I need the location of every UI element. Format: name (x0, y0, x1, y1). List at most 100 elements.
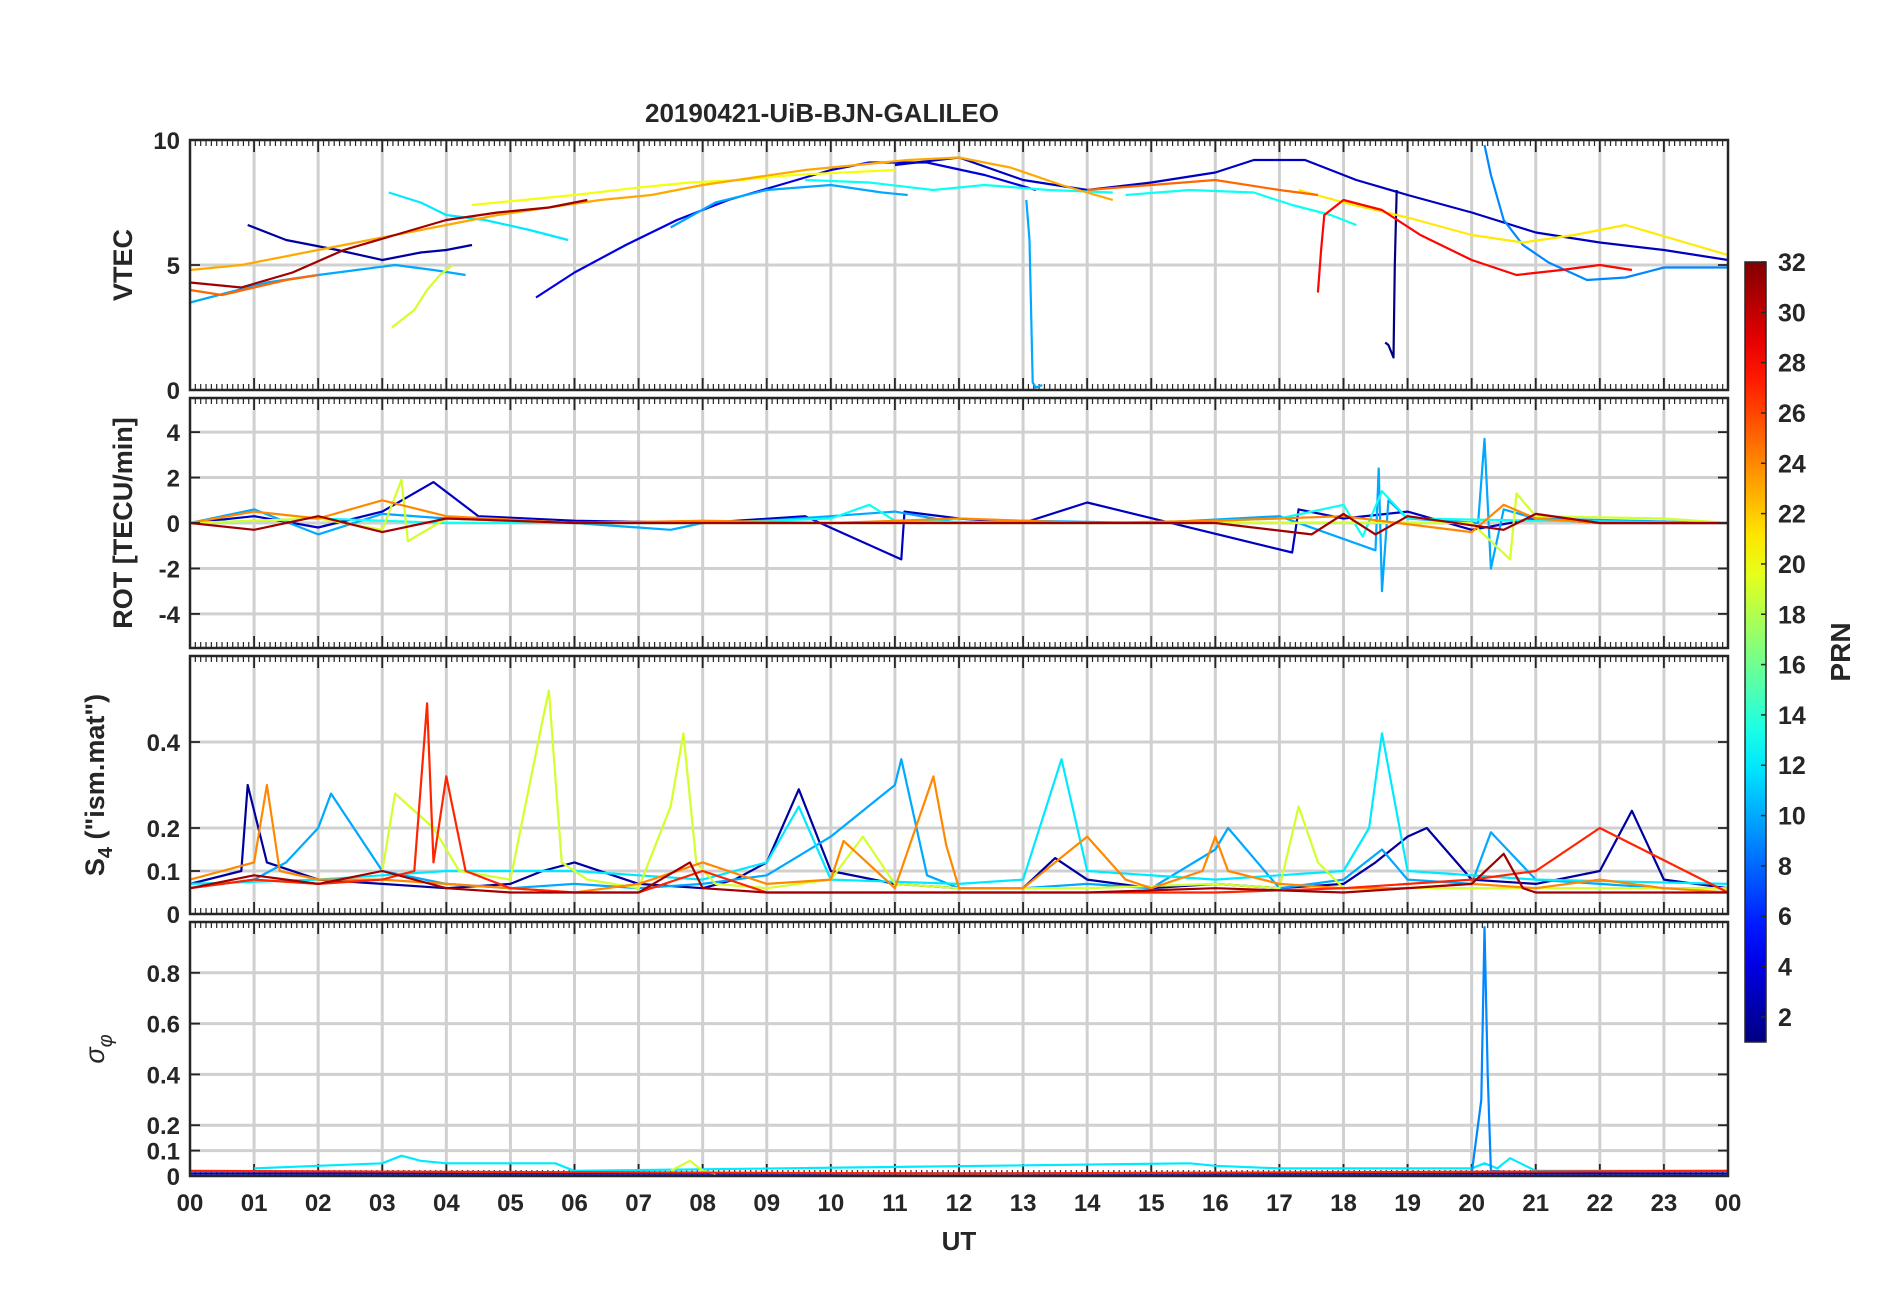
panel-vtec-grid (190, 140, 1728, 390)
series-line-prn-4 (535, 161, 1037, 299)
series-line-prn-23 (190, 156, 1114, 272)
x-tick-label: 13 (1010, 1190, 1037, 1217)
x-tick-label: 17 (1266, 1190, 1293, 1217)
series-line-prn-3 (894, 156, 1728, 262)
x-tick-label: 11 (882, 1190, 907, 1217)
colorbar-tick-label: 30 (1778, 299, 1806, 327)
series-line-prn-13 (805, 178, 1113, 194)
x-tick-label: 01 (241, 1190, 268, 1217)
colorbar-tick-label: 14 (1778, 702, 1806, 730)
x-tick-label: 08 (689, 1190, 716, 1217)
colorbar-tick-label: 32 (1778, 249, 1806, 277)
y-tick-label: 4 (167, 420, 181, 447)
panel-sigma_phi-ylabel: σφ (80, 1034, 117, 1063)
series-line-prn-31 (190, 198, 588, 289)
y-tick-label: 10 (153, 128, 180, 155)
colorbar-tick-label: 28 (1778, 350, 1806, 378)
y-tick-label: 5 (167, 253, 180, 280)
x-tick-label: 00 (177, 1190, 204, 1217)
x-tick-label: 16 (1202, 1190, 1229, 1217)
panel-s4: 0 0.1 0.2 0.4 S4 ("ism.mat") (80, 654, 1730, 929)
colorbar-tick-label: 12 (1778, 752, 1806, 780)
series-line-prn-12 (254, 1154, 1728, 1173)
x-tick-label: 05 (497, 1190, 524, 1217)
panel-rot: -4 -2 0 2 4 ROT [TECU/min] (108, 396, 1730, 650)
colorbar-tick-label: 24 (1778, 450, 1806, 478)
panel-s4-frame (188, 654, 1730, 916)
colorbar-tick-label: 6 (1778, 903, 1792, 931)
colorbar-tick-label: 22 (1778, 501, 1806, 529)
colorbar-tick-label: 2 (1778, 1004, 1792, 1032)
series-line-prn-10 (190, 263, 466, 304)
colorbar-tick-label: 18 (1778, 601, 1806, 629)
y-tick-label: 0 (167, 1164, 180, 1191)
x-axis-label: UT (942, 1226, 977, 1256)
panel-sigma_phi: 00.10.2 0.4 0.6 0.8 σφ (80, 920, 1730, 1191)
colorbar-bar (1744, 261, 1767, 1043)
colorbar-tick-label: 10 (1778, 803, 1806, 831)
colorbar-tick-label: 16 (1778, 652, 1806, 680)
y-tick-label: 0.6 (147, 1012, 180, 1039)
x-tick-label: 21 (1522, 1190, 1549, 1217)
x-tick-label: 19 (1394, 1190, 1421, 1217)
y-tick-label: -2 (159, 556, 180, 583)
x-tick-label: 22 (1586, 1190, 1613, 1217)
series-line-prn-2 (247, 223, 473, 262)
panel-sigma_phi-grid (190, 922, 1728, 1176)
series-line-prn-20 (471, 168, 895, 207)
y-tick-label: 0.4 (147, 1062, 181, 1089)
x-tick-label: 23 (1651, 1190, 1678, 1217)
y-tick-label: 0.4 (147, 730, 181, 757)
x-tick-label: 03 (369, 1190, 396, 1217)
panel-sigma_phi-series (190, 925, 1728, 1175)
x-tick-label: 00 (1715, 1190, 1742, 1217)
series-line-prn-25 (1087, 178, 1319, 197)
panel-rot-ylabel: ROT [TECU/min] (108, 417, 138, 628)
panel-vtec-ylabel: VTEC (108, 229, 138, 301)
y-tick-label: 0.1 (147, 859, 180, 886)
panel-s4-series (190, 689, 1728, 894)
series-line-prn-10 (670, 183, 908, 229)
y-tick-label: 0 (167, 511, 180, 538)
x-tick-label: 15 (1138, 1190, 1165, 1217)
colorbar-tick-label: 26 (1778, 400, 1806, 428)
x-tick-labels: 00 01 02 03 04 05 06 07 08 09 10 11 12 13 14 15 16 17 18 19… (177, 1190, 1742, 1217)
series-line-prn-10 (1025, 199, 1043, 389)
x-tick-label: 20 (1458, 1190, 1485, 1217)
panel-sigma_phi-frame (188, 920, 1730, 1178)
panel-s4-grid (190, 656, 1728, 914)
colorbar-label: PRN (1825, 622, 1856, 681)
y-tick-label: 0.2 (147, 1113, 180, 1140)
colorbar-tick-label: 8 (1778, 853, 1792, 881)
colorbar-tick-label: 4 (1778, 954, 1792, 982)
y-tick-label: 2 (167, 466, 180, 493)
series-line-prn-31 (190, 852, 1728, 894)
y-tick-label: 0.1 (147, 1139, 180, 1166)
y-tick-label: 0 (167, 378, 180, 405)
x-tick-label: 09 (753, 1190, 780, 1217)
series-line-prn-31 (190, 512, 1728, 536)
series-line-prn-25 (190, 273, 319, 297)
series-line-prn-24 (190, 499, 1728, 534)
series-line-prn-21 (1298, 188, 1728, 257)
panel-vtec: 0 5 10 VTEC (108, 128, 1730, 405)
x-tick-label: 10 (817, 1190, 844, 1217)
panel-vtec-series (190, 144, 1728, 389)
x-tick-label: 04 (433, 1190, 460, 1217)
y-tick-label: -4 (159, 602, 181, 629)
series-line-prn-1 (1384, 189, 1398, 359)
series-line-prn-19 (391, 264, 454, 329)
x-tick-label: 12 (946, 1190, 973, 1217)
y-tick-label: 0.8 (147, 961, 180, 988)
y-tick-label: 0 (167, 902, 180, 929)
x-tick-label: 06 (561, 1190, 588, 1217)
y-tick-label: 0.2 (147, 816, 180, 843)
x-tick-label: 02 (305, 1190, 332, 1217)
colorbar-tick-label: 20 (1778, 551, 1806, 579)
